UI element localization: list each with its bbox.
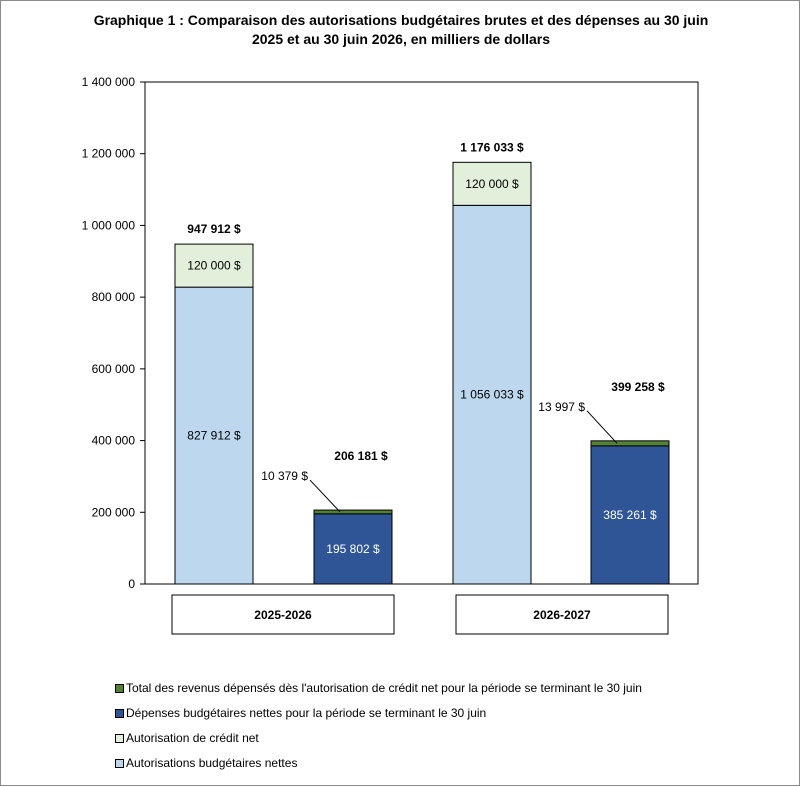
y-tick-label: 800 000: [92, 290, 136, 304]
bar-segment: [452, 161, 532, 206]
y-tick-label: 400 000: [92, 434, 136, 448]
legend-label: Total des revenus dépensés dès l'autoris…: [126, 681, 642, 695]
chart-title-line-1: Graphique 1 : Comparaison des autorisati…: [93, 12, 709, 28]
chart-title-line-2: 2025 et au 30 juin 2026, en milliers de …: [251, 31, 551, 47]
legend-swatch: [115, 684, 124, 693]
category-label: 2026-2027: [533, 608, 591, 622]
bar-segment: [174, 286, 254, 585]
y-tick-label: 0: [128, 577, 135, 591]
data-label: 1 056 033 $: [460, 388, 524, 402]
data-label: 385 261 $: [603, 508, 657, 522]
bar-segment: [452, 204, 532, 585]
chart-title: Graphique 1 : Comparaison des autorisati…: [41, 11, 761, 49]
total-label: 1 176 033 $: [460, 140, 524, 154]
total-label: 399 258 $: [611, 380, 665, 394]
leader-line: [586, 410, 618, 444]
y-tick-label: 600 000: [92, 362, 136, 376]
legend-swatch: [115, 759, 124, 768]
data-label: 120 000 $: [465, 177, 519, 191]
bar-segment: [590, 445, 670, 585]
legend-label: Dépenses budgétaires nettes pour la péri…: [126, 706, 487, 720]
category-box: [455, 594, 669, 635]
y-tick-label: 1 400 000: [82, 75, 136, 89]
category-label: 2025-2026: [254, 608, 312, 622]
data-label: 195 802 $: [326, 542, 380, 556]
plot-area: [144, 81, 699, 585]
data-label: 120 000 $: [187, 259, 241, 273]
y-tick-label: 1 000 000: [82, 218, 136, 232]
total-label: 206 181 $: [334, 449, 388, 463]
bar-segment: [313, 509, 393, 515]
category-box: [171, 594, 395, 635]
legend-swatch: [115, 734, 124, 743]
leader-line: [309, 479, 341, 513]
data-label: 10 379 $: [261, 469, 308, 483]
bar-segment: [174, 243, 254, 288]
data-label: 13 997 $: [538, 400, 585, 414]
bar-segment: [313, 513, 393, 585]
legend-label: Autorisations budgétaires nettes: [126, 756, 298, 770]
data-label: 827 912 $: [187, 429, 241, 443]
y-tick-label: 200 000: [92, 505, 136, 519]
legend-swatch: [115, 709, 124, 718]
legend-label: Autorisation de crédit net: [126, 731, 259, 745]
y-tick-label: 1 200 000: [82, 147, 136, 161]
bar-segment: [590, 440, 670, 447]
total-label: 947 912 $: [187, 222, 241, 236]
